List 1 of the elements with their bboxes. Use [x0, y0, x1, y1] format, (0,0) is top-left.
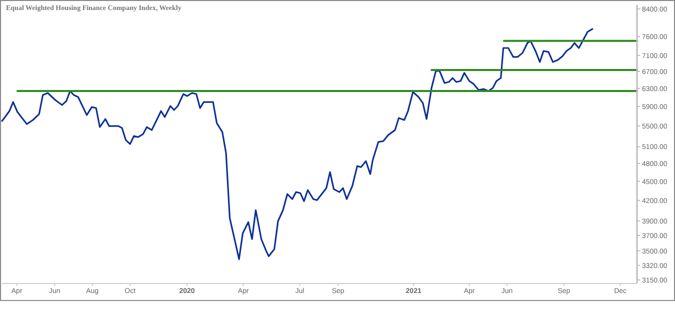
- line-series: [1, 28, 594, 260]
